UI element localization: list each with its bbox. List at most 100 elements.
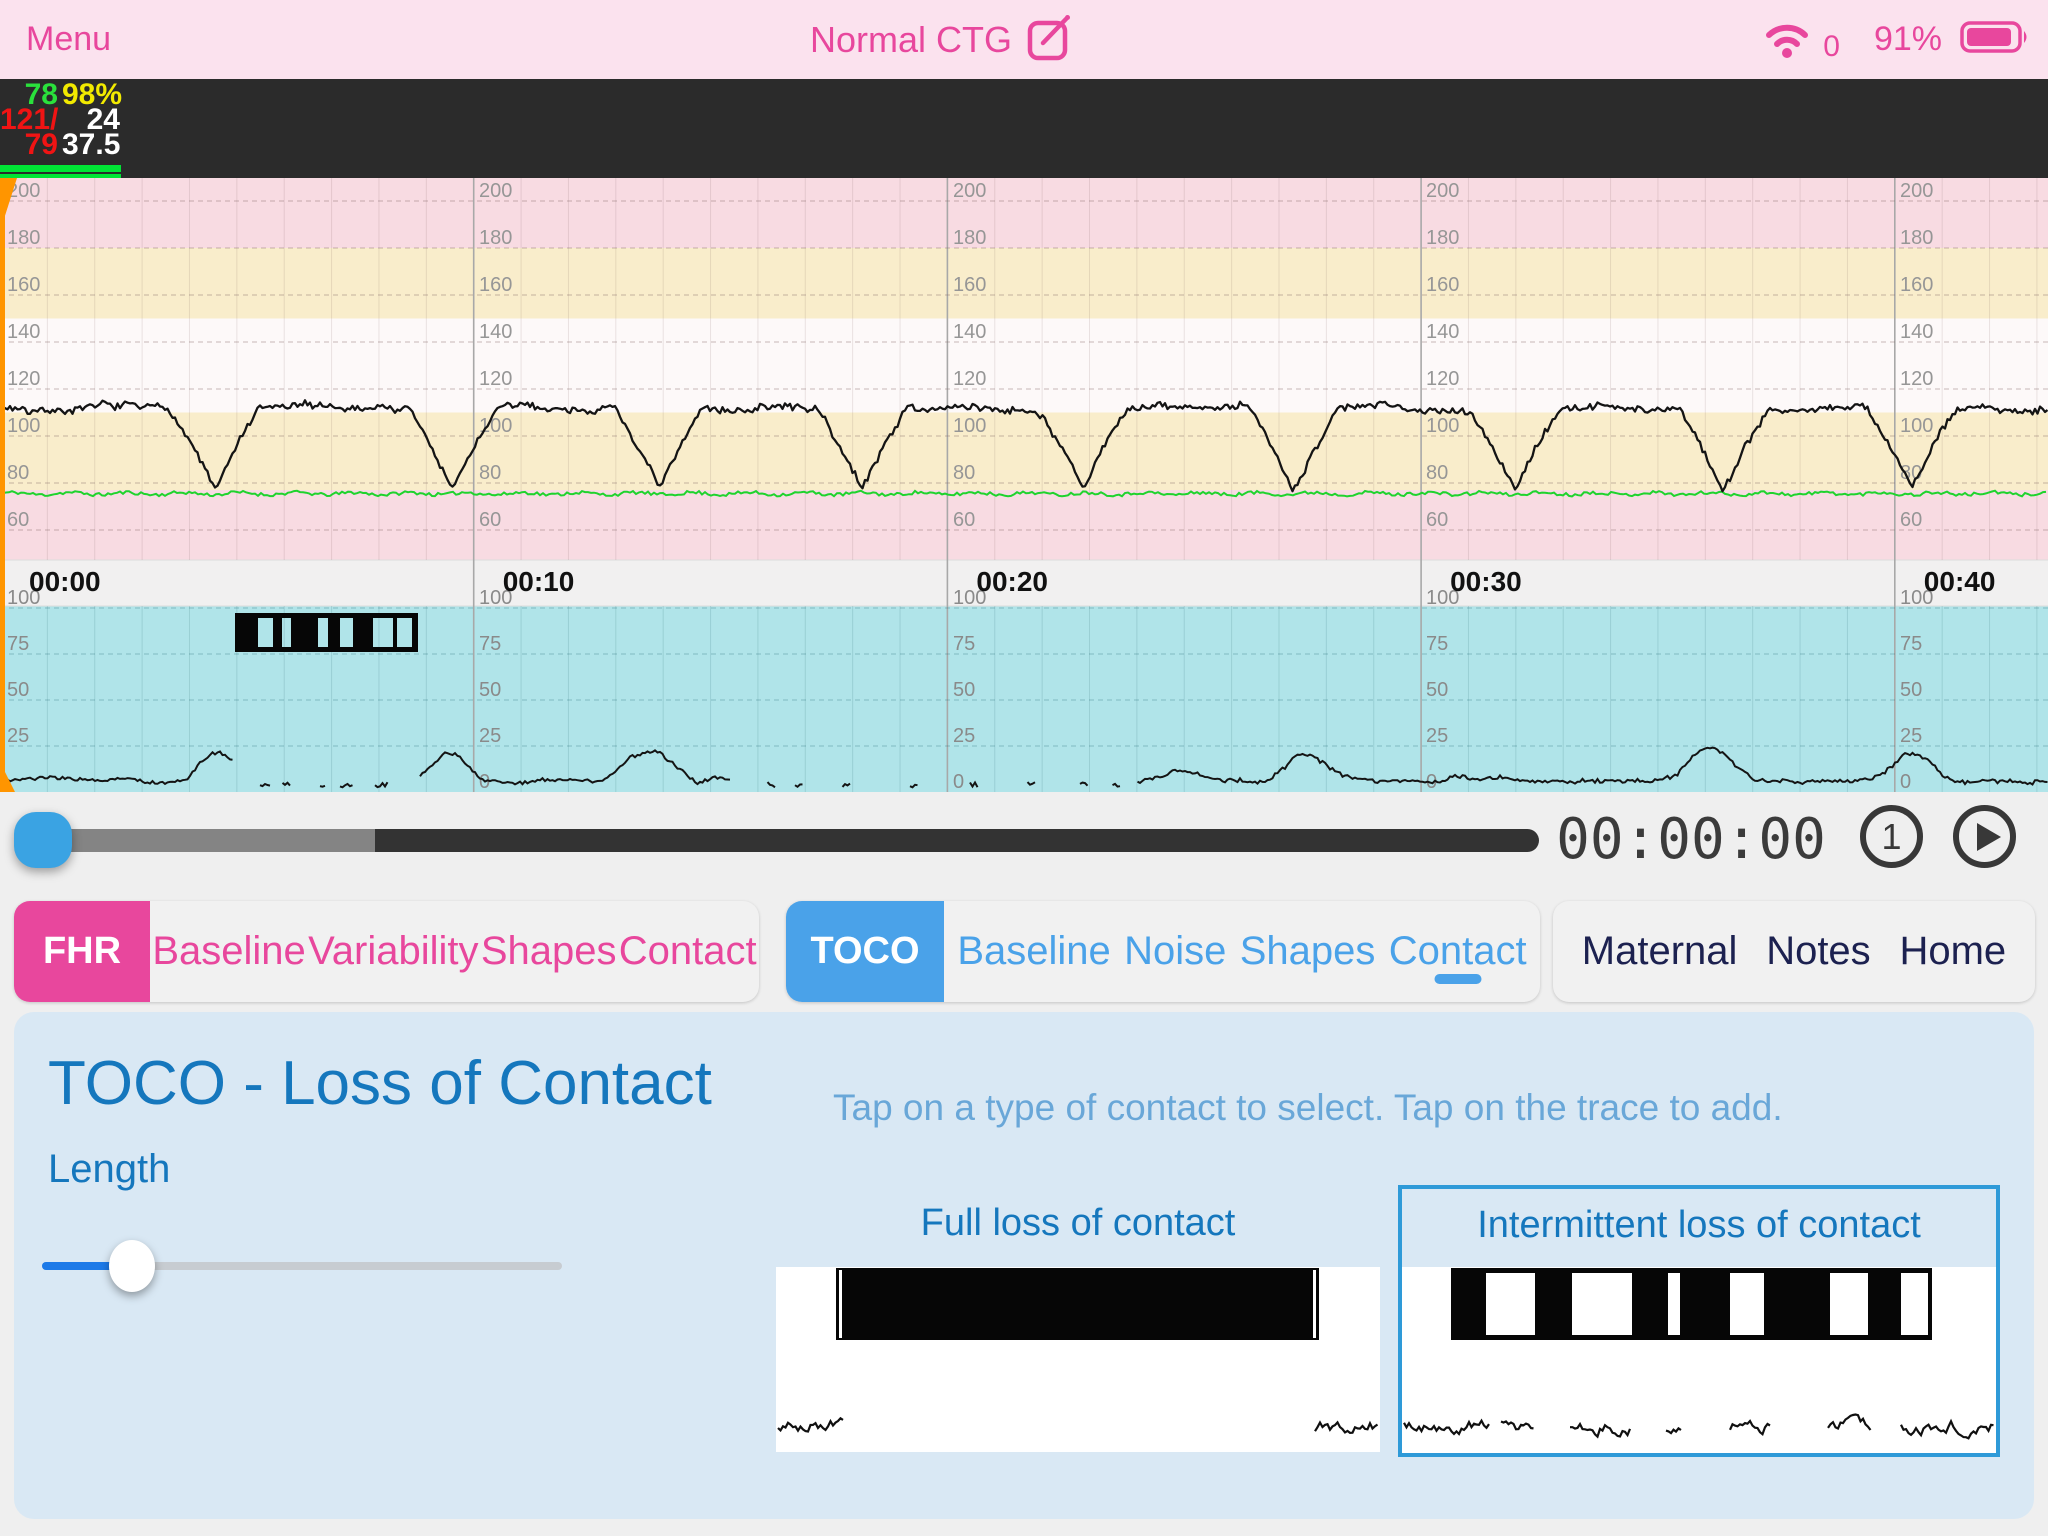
page-title: Normal CTG	[810, 18, 1013, 60]
svg-text:75: 75	[479, 633, 501, 655]
tab-contact[interactable]: Contact	[618, 929, 757, 973]
intermittent-bar	[1451, 1268, 1932, 1340]
progress-thumb[interactable]	[14, 812, 72, 868]
svg-text:180: 180	[479, 227, 512, 249]
nav-tab-group: Maternal Notes Home	[1553, 901, 2035, 1002]
svg-text:140: 140	[479, 321, 512, 343]
svg-text:25: 25	[479, 725, 501, 747]
svg-text:50: 50	[953, 679, 975, 701]
svg-text:00:30: 00:30	[1450, 566, 1522, 597]
toco-tab-group: TOCO Baseline Noise Shapes Contact	[786, 901, 1540, 1002]
tab-baseline[interactable]: Baseline	[152, 929, 306, 973]
svg-text:60: 60	[1426, 509, 1448, 531]
svg-text:00:40: 00:40	[1924, 566, 1996, 597]
tab-contact[interactable]: Contact	[1389, 901, 1527, 1002]
svg-text:25: 25	[1426, 725, 1448, 747]
option-intermittent-label: Intermittent loss of contact	[1477, 1204, 1921, 1246]
svg-text:120: 120	[1900, 368, 1933, 390]
full-loss-bar	[836, 1268, 1319, 1340]
svg-text:75: 75	[7, 633, 29, 655]
stage-button[interactable]: 1	[1860, 805, 1923, 868]
svg-text:200: 200	[479, 180, 512, 202]
svg-text:140: 140	[953, 321, 986, 343]
ctg-trace-area[interactable]: 200 200 200 200 200 180 180 180 180 180 160 160 160 1…	[0, 178, 2048, 793]
edit-title-icon[interactable]	[1026, 12, 1072, 67]
svg-text:00:20: 00:20	[976, 566, 1048, 597]
length-slider-track[interactable]	[42, 1262, 562, 1270]
svg-text:50: 50	[1426, 679, 1448, 701]
tab-variability[interactable]: Variability	[308, 929, 479, 973]
length-slider-fill	[42, 1262, 132, 1270]
svg-text:200: 200	[1900, 180, 1933, 202]
signal-quality-bar-bottom	[0, 174, 121, 179]
svg-text:160: 160	[1426, 274, 1459, 296]
elapsed-time: 00:00:00	[1556, 807, 1826, 872]
svg-text:100: 100	[1426, 415, 1459, 437]
svg-text:100: 100	[1426, 587, 1459, 609]
tab-notes[interactable]: Notes	[1766, 929, 1871, 973]
svg-text:80: 80	[7, 462, 29, 484]
svg-text:0: 0	[953, 771, 964, 792]
svg-text:100: 100	[7, 587, 40, 609]
length-slider-thumb[interactable]	[109, 1240, 155, 1292]
vitals-bar: 78 98% 121/24 79 37.5	[0, 79, 2048, 178]
svg-text:60: 60	[479, 509, 501, 531]
svg-text:100: 100	[479, 587, 512, 609]
option-full-loss-card[interactable]	[776, 1267, 1380, 1452]
svg-text:25: 25	[1900, 725, 1922, 747]
vitals-row: 79 37.5	[24, 128, 121, 161]
tab-fhr[interactable]: FHR	[14, 901, 150, 1002]
tab-home[interactable]: Home	[1899, 929, 2007, 973]
svg-text:120: 120	[1426, 368, 1459, 390]
wifi-device-count: 0	[1823, 29, 1840, 63]
tab-toco[interactable]: TOCO	[786, 901, 944, 1002]
svg-text:75: 75	[1426, 633, 1448, 655]
progress-track-remaining[interactable]	[375, 829, 1539, 852]
svg-text:160: 160	[1900, 274, 1933, 296]
svg-text:100: 100	[953, 587, 986, 609]
signal-quality-bar-top	[0, 165, 121, 172]
svg-text:180: 180	[7, 227, 40, 249]
svg-text:50: 50	[479, 679, 501, 701]
vitals-row: 78 98%	[24, 78, 123, 111]
play-icon	[1976, 822, 2001, 851]
svg-text:75: 75	[1900, 633, 1922, 655]
svg-text:180: 180	[1426, 227, 1459, 249]
svg-text:100: 100	[1900, 587, 1933, 609]
intermittent-preview	[1402, 1267, 1996, 1453]
option-full-loss-label[interactable]: Full loss of contact	[920, 1202, 1236, 1244]
svg-text:80: 80	[953, 462, 975, 484]
title-area: Normal CTG	[810, 0, 1072, 79]
wifi-icon	[1761, 15, 1813, 64]
svg-text:200: 200	[7, 180, 40, 202]
svg-text:200: 200	[1426, 180, 1459, 202]
svg-text:25: 25	[953, 725, 975, 747]
svg-text:120: 120	[479, 368, 512, 390]
tab-noise[interactable]: Noise	[1124, 929, 1227, 973]
tab-baseline[interactable]: Baseline	[957, 929, 1111, 973]
svg-text:80: 80	[1426, 462, 1448, 484]
active-tab-indicator	[1434, 974, 1482, 984]
tab-shapes[interactable]: Shapes	[1239, 929, 1376, 973]
length-label: Length	[48, 1147, 171, 1191]
menu-button[interactable]: Menu	[26, 20, 112, 58]
svg-text:140: 140	[1900, 321, 1933, 343]
battery-icon	[1960, 21, 2030, 58]
svg-text:140: 140	[7, 321, 40, 343]
svg-text:100: 100	[7, 415, 40, 437]
tab-maternal[interactable]: Maternal	[1581, 929, 1738, 973]
play-button[interactable]	[1953, 805, 2016, 868]
progress-track-elapsed[interactable]	[40, 829, 375, 852]
svg-text:00:00: 00:00	[29, 566, 101, 597]
option-intermittent-card[interactable]: Intermittent loss of contact	[1398, 1185, 2000, 1457]
svg-text:100: 100	[1900, 415, 1933, 437]
tab-shapes[interactable]: Shapes	[480, 929, 617, 973]
svg-text:100: 100	[479, 415, 512, 437]
svg-text:120: 120	[7, 368, 40, 390]
svg-text:80: 80	[479, 462, 501, 484]
svg-text:60: 60	[953, 509, 975, 531]
vitals-row: 121/24	[0, 103, 120, 136]
svg-text:180: 180	[953, 227, 986, 249]
svg-text:160: 160	[953, 274, 986, 296]
